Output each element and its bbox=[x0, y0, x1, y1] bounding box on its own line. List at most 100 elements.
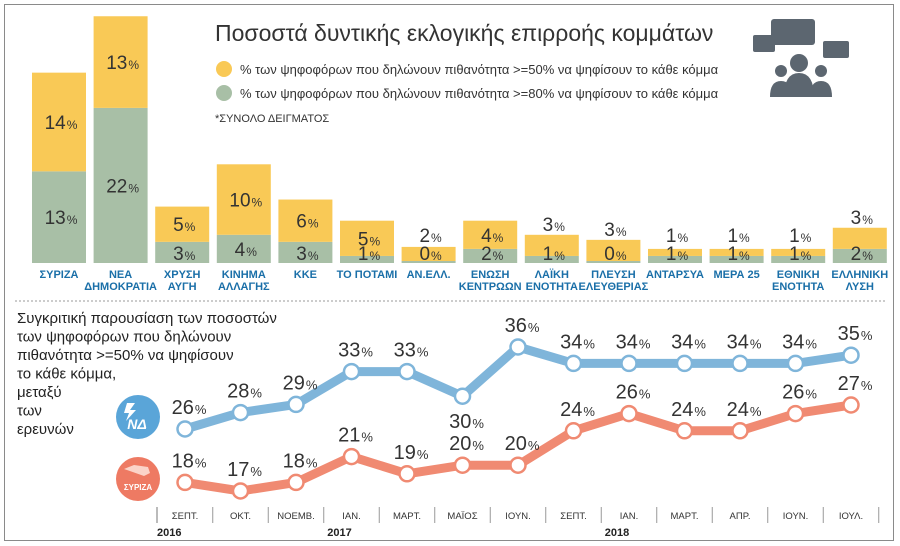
line-chart: 26% 28% 29% 33% 33% 30% 36% 34% 34% 34% 34% 34% 35% 1… bbox=[172, 315, 873, 500]
series-point bbox=[842, 396, 860, 414]
series-value-label: 28% bbox=[227, 381, 262, 403]
series-value-label: 18% bbox=[283, 450, 318, 472]
month-label: ΝΟΕΜΒ. bbox=[277, 511, 314, 522]
series-value-label: 18% bbox=[172, 450, 207, 472]
legend-swatch-50 bbox=[216, 61, 232, 77]
category-label: ΕΝΩΣΗ bbox=[471, 269, 510, 281]
bar-50 bbox=[401, 246, 456, 261]
month-label: ΙΟΥΝ. bbox=[505, 511, 531, 522]
bar-80 bbox=[32, 171, 86, 263]
description-line: το κάθε κόμμα, bbox=[17, 366, 116, 383]
bar-50 bbox=[278, 199, 333, 242]
series-point bbox=[731, 422, 749, 440]
bar-value-80: 0% bbox=[419, 244, 442, 265]
series-value-label: 24% bbox=[671, 399, 706, 421]
bar-value-50: 2% bbox=[419, 226, 442, 247]
bar-80 bbox=[771, 255, 826, 263]
bar-value-80: 1% bbox=[789, 244, 812, 265]
series-value-label: 34% bbox=[560, 331, 595, 353]
month-label: ΙΑΝ. bbox=[342, 511, 360, 522]
series-point bbox=[453, 456, 472, 474]
series-value-label: 26% bbox=[172, 397, 207, 419]
year-label: 2018 bbox=[605, 527, 629, 539]
chart-frame: Ποσοστά δυντικής εκλογικής επιρροής κομμ… bbox=[4, 4, 894, 541]
bar-80 bbox=[832, 248, 887, 263]
series-value-label: 29% bbox=[283, 372, 318, 394]
bar-value-80: 3% bbox=[173, 244, 196, 265]
series-point bbox=[398, 362, 416, 381]
category-label: ΕΝΟΤΗΤΑ bbox=[526, 281, 578, 293]
bar-value-80: 1% bbox=[543, 244, 566, 265]
series-value-label: 36% bbox=[505, 315, 540, 337]
bar-value-50: 10% bbox=[229, 191, 262, 212]
month-label: ΙΑΝ. bbox=[620, 511, 638, 522]
syriza-logo: ΣΥΡΙΖΑ bbox=[116, 457, 160, 501]
category-label: ΔΗΜΟΚΡΑΤΙΑ bbox=[84, 281, 157, 293]
bar-50 bbox=[832, 227, 887, 249]
month-label: ΙΟΥΛ. bbox=[839, 511, 863, 522]
series-point bbox=[675, 354, 694, 373]
category-label: ΠΛΕΥΣΗ bbox=[591, 269, 636, 281]
series-value-label: 17% bbox=[227, 459, 262, 481]
bar-value-50: 1% bbox=[727, 226, 750, 247]
legend-label-80: % των ψηφοφόρων που δηλώνουν πιθανότητα … bbox=[240, 86, 719, 101]
category-label: ΚΚΕ bbox=[294, 269, 317, 281]
series-point bbox=[786, 354, 805, 373]
bar-value-50: 3% bbox=[543, 215, 566, 236]
month-label: ΙΟΥΝ. bbox=[783, 511, 809, 522]
series-point bbox=[620, 404, 638, 423]
series-point bbox=[564, 422, 583, 440]
series-value-label: 26% bbox=[782, 382, 817, 404]
category-label: ΛΑΪΚΗ bbox=[535, 268, 569, 281]
legend-label-50: % των ψηφοφόρων που δηλώνουν πιθανότητα … bbox=[240, 62, 719, 77]
bar-value-80: 22% bbox=[106, 176, 139, 197]
bar-80 bbox=[524, 255, 579, 263]
category-label: ΑΝ.ΕΛΛ. bbox=[407, 269, 451, 281]
series-value-label: 35% bbox=[838, 323, 873, 345]
series-value-label: 34% bbox=[616, 331, 651, 353]
series-point bbox=[675, 422, 694, 440]
category-label: ΤΟ ΠΟΤΑΜΙ bbox=[337, 269, 398, 281]
category-label: ΑΥΓΗ bbox=[168, 281, 197, 293]
series-value-label: 27% bbox=[838, 373, 873, 395]
bar-value-80: 2% bbox=[481, 244, 504, 265]
series-value-label: 34% bbox=[671, 331, 706, 353]
bar-value-50: 5% bbox=[358, 229, 381, 250]
bar-50 bbox=[586, 239, 641, 261]
series-value-label: 34% bbox=[782, 331, 817, 353]
category-label: ΚΙΝΗΜΑ bbox=[222, 269, 266, 281]
bar-80 bbox=[586, 261, 641, 263]
series-point bbox=[176, 420, 194, 438]
description-line: μεταξύ bbox=[17, 384, 62, 401]
series-point bbox=[509, 338, 527, 356]
bar-value-50: 3% bbox=[851, 208, 874, 229]
month-label: ΜΑΡΤ. bbox=[671, 511, 699, 522]
chart-canvas: Ποσοστά δυντικής εκλογικής επιρροής κομμ… bbox=[15, 16, 888, 539]
bar-value-50: 1% bbox=[789, 226, 812, 247]
month-label: ΟΚΤ. bbox=[230, 511, 251, 522]
month-label: ΜΑΡΤ. bbox=[393, 511, 421, 522]
series-point bbox=[842, 346, 860, 364]
month-label: ΜΑΪΟΣ bbox=[447, 511, 477, 522]
bar-value-80: 13% bbox=[45, 208, 78, 229]
series-point bbox=[231, 482, 250, 500]
series-point bbox=[342, 362, 361, 381]
bar-value-80: 1% bbox=[358, 244, 381, 265]
category-label: ΑΝΤΑΡΣΥΑ bbox=[646, 269, 704, 281]
month-label: ΣΕΠΤ. bbox=[560, 511, 586, 522]
nd-logo-label: ΝΔ bbox=[127, 416, 147, 432]
series-point bbox=[731, 354, 749, 373]
series-point bbox=[176, 473, 194, 492]
bar-value-80: 3% bbox=[296, 244, 319, 265]
bar-value-80: 1% bbox=[727, 244, 750, 265]
bar-50 bbox=[524, 234, 579, 256]
series-value-label: 20% bbox=[449, 433, 484, 455]
bar-80 bbox=[709, 255, 764, 263]
category-label: ΕΛΕΥΘΕΡΙΑΣ bbox=[579, 281, 649, 293]
bar-80 bbox=[648, 255, 702, 263]
bar-80 bbox=[278, 241, 333, 263]
bar-50 bbox=[648, 248, 702, 256]
bar-value-50: 14% bbox=[45, 113, 78, 134]
series-point bbox=[287, 395, 305, 414]
